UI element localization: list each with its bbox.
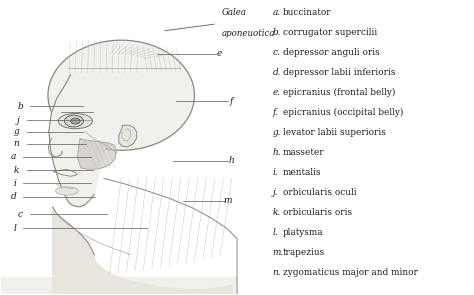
Text: b: b bbox=[18, 102, 23, 111]
Text: m.: m. bbox=[273, 248, 284, 257]
Circle shape bbox=[71, 118, 80, 124]
Text: orbicularis oculi: orbicularis oculi bbox=[283, 188, 356, 197]
Text: n: n bbox=[14, 139, 19, 148]
Text: c: c bbox=[18, 210, 22, 219]
Text: zygomaticus major and minor: zygomaticus major and minor bbox=[283, 268, 418, 277]
Text: depressor labii inferioris: depressor labii inferioris bbox=[283, 68, 395, 77]
Text: h.: h. bbox=[273, 148, 281, 157]
Text: orbicularis oris: orbicularis oris bbox=[283, 208, 352, 217]
Text: l.: l. bbox=[273, 228, 278, 237]
Text: k.: k. bbox=[273, 208, 281, 217]
Text: depressor anguli oris: depressor anguli oris bbox=[283, 48, 380, 57]
Text: d: d bbox=[10, 192, 16, 201]
Text: k: k bbox=[14, 166, 19, 175]
Text: corrugator supercilii: corrugator supercilii bbox=[283, 28, 377, 37]
Text: f.: f. bbox=[273, 108, 278, 117]
Polygon shape bbox=[49, 42, 121, 207]
Polygon shape bbox=[119, 125, 137, 147]
Text: Galea: Galea bbox=[222, 8, 247, 17]
Text: epicranius (frontal belly): epicranius (frontal belly) bbox=[283, 88, 395, 97]
Text: levator labii superioris: levator labii superioris bbox=[283, 128, 386, 137]
Text: epicranius (occipital belly): epicranius (occipital belly) bbox=[283, 108, 403, 117]
Text: g: g bbox=[14, 127, 19, 137]
Text: trapezius: trapezius bbox=[283, 248, 325, 257]
Text: buccinator: buccinator bbox=[283, 8, 331, 17]
Text: i.: i. bbox=[273, 168, 278, 177]
Polygon shape bbox=[0, 277, 237, 294]
Text: j.: j. bbox=[273, 188, 278, 197]
Text: a: a bbox=[11, 153, 16, 161]
Text: e: e bbox=[217, 49, 222, 58]
Ellipse shape bbox=[55, 187, 78, 195]
Text: g.: g. bbox=[273, 128, 281, 137]
Text: a.: a. bbox=[273, 8, 281, 17]
Text: d.: d. bbox=[273, 68, 281, 77]
Text: masseter: masseter bbox=[283, 148, 325, 157]
Text: j: j bbox=[17, 116, 19, 125]
Ellipse shape bbox=[48, 40, 194, 150]
Text: c.: c. bbox=[273, 48, 280, 57]
Circle shape bbox=[64, 115, 83, 127]
Text: i: i bbox=[13, 179, 16, 188]
Text: e.: e. bbox=[273, 88, 281, 97]
Text: mentalis: mentalis bbox=[283, 168, 321, 177]
Text: aponeuotica: aponeuotica bbox=[222, 29, 275, 37]
Polygon shape bbox=[77, 139, 117, 170]
Ellipse shape bbox=[58, 114, 92, 129]
Text: f: f bbox=[230, 96, 233, 106]
Text: m: m bbox=[224, 196, 232, 205]
Polygon shape bbox=[53, 207, 232, 294]
Text: h: h bbox=[229, 156, 235, 165]
Text: platysma: platysma bbox=[283, 228, 323, 237]
Text: b.: b. bbox=[273, 28, 281, 37]
Text: l: l bbox=[13, 224, 16, 233]
Text: n.: n. bbox=[273, 268, 281, 277]
